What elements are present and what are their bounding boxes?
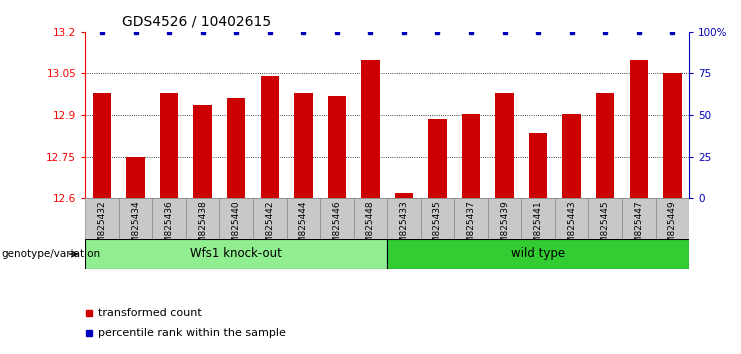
Bar <box>496 93 514 198</box>
Bar <box>622 198 656 258</box>
Bar <box>160 93 179 198</box>
Bar <box>294 93 313 198</box>
Text: GSM825438: GSM825438 <box>198 200 207 255</box>
Bar <box>488 198 522 258</box>
Text: GSM825447: GSM825447 <box>634 200 643 255</box>
Text: GSM825434: GSM825434 <box>131 200 140 255</box>
Bar <box>387 239 689 269</box>
Bar <box>562 114 581 198</box>
Text: GSM825437: GSM825437 <box>467 200 476 255</box>
Text: GSM825441: GSM825441 <box>534 200 542 255</box>
Text: transformed count: transformed count <box>98 308 202 318</box>
Bar <box>328 96 346 198</box>
Text: GSM825435: GSM825435 <box>433 200 442 255</box>
Bar <box>454 198 488 258</box>
Bar <box>320 198 353 258</box>
Bar <box>85 239 387 269</box>
Bar <box>126 157 144 198</box>
Bar <box>253 198 287 258</box>
Bar <box>119 198 153 258</box>
Text: GSM825433: GSM825433 <box>399 200 408 255</box>
Text: GSM825436: GSM825436 <box>165 200 173 255</box>
Text: GSM825446: GSM825446 <box>333 200 342 255</box>
Bar <box>663 74 682 198</box>
Bar <box>656 198 689 258</box>
Bar <box>287 198 320 258</box>
Bar <box>219 198 253 258</box>
Bar <box>522 198 555 258</box>
Bar <box>93 93 111 198</box>
Text: percentile rank within the sample: percentile rank within the sample <box>98 328 286 338</box>
Bar <box>596 93 614 198</box>
Bar <box>462 114 480 198</box>
Text: GDS4526 / 10402615: GDS4526 / 10402615 <box>122 14 271 28</box>
Text: GSM825440: GSM825440 <box>232 200 241 255</box>
Bar <box>85 198 119 258</box>
Text: GSM825449: GSM825449 <box>668 200 677 255</box>
Text: GSM825442: GSM825442 <box>265 200 274 255</box>
Text: GSM825444: GSM825444 <box>299 200 308 255</box>
Text: GSM825432: GSM825432 <box>98 200 107 255</box>
Bar <box>153 198 186 258</box>
Bar <box>193 105 212 198</box>
Text: GSM825439: GSM825439 <box>500 200 509 255</box>
Bar <box>529 133 548 198</box>
Text: GSM825443: GSM825443 <box>567 200 576 255</box>
Bar <box>353 198 387 258</box>
Bar <box>630 59 648 198</box>
Text: wild type: wild type <box>511 247 565 261</box>
Text: GSM825445: GSM825445 <box>601 200 610 255</box>
Text: GSM825448: GSM825448 <box>366 200 375 255</box>
Bar <box>361 59 379 198</box>
Bar <box>395 193 413 198</box>
Bar <box>261 76 279 198</box>
Text: genotype/variation: genotype/variation <box>1 249 101 259</box>
Bar <box>588 198 622 258</box>
Bar <box>428 119 447 198</box>
Bar <box>227 98 245 198</box>
Text: Wfs1 knock-out: Wfs1 knock-out <box>190 247 282 261</box>
Bar <box>555 198 588 258</box>
Bar <box>421 198 454 258</box>
Bar <box>387 198 421 258</box>
Bar <box>186 198 219 258</box>
